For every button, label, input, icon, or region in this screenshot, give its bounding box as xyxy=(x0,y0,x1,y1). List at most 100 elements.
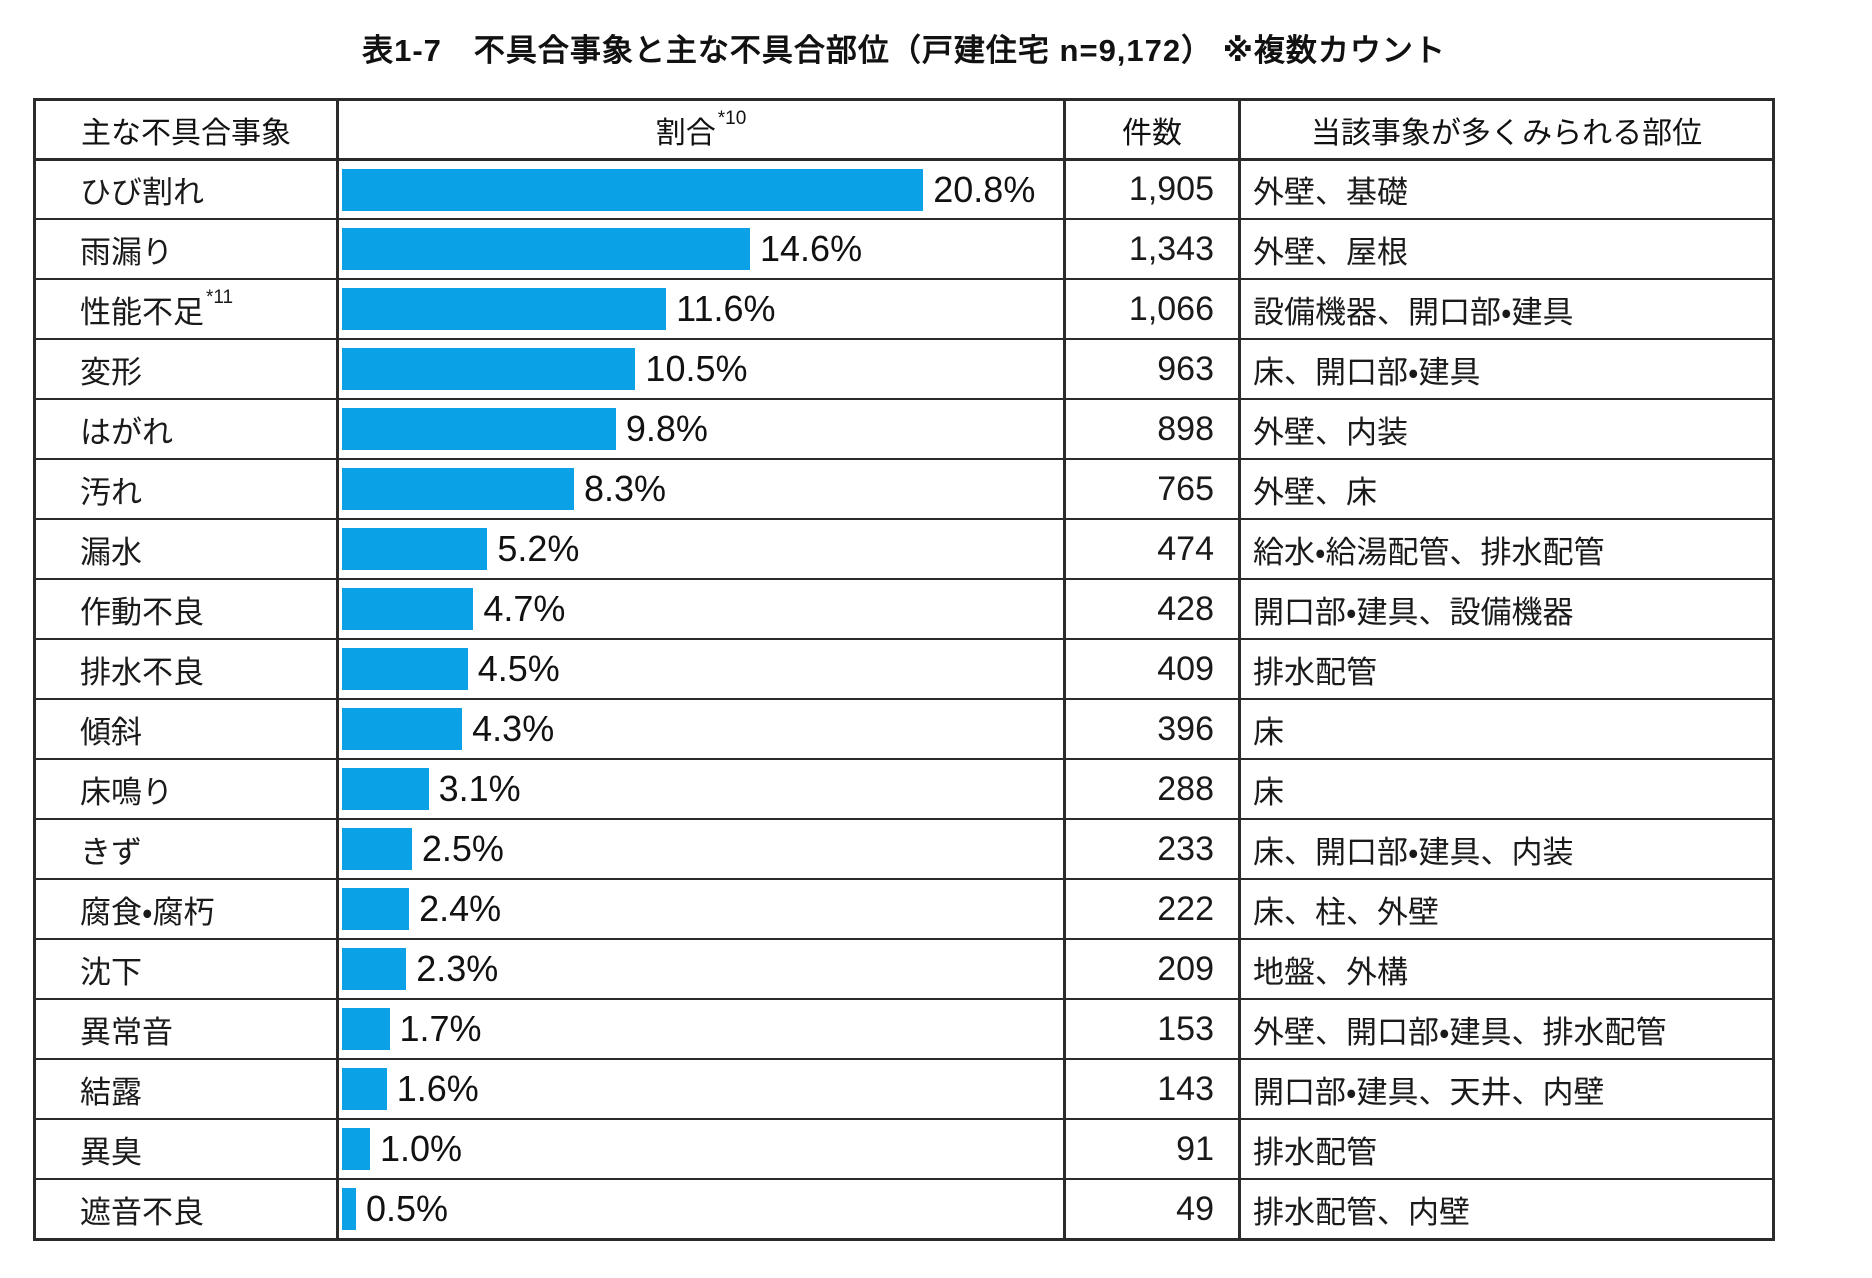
ratio-bar-cell: 3.1% xyxy=(336,760,1063,818)
ratio-bar xyxy=(342,708,463,750)
ratio-bar xyxy=(342,1008,390,1050)
count-cell: 1,905 xyxy=(1063,161,1238,218)
parts-cell: 開口部・建具、設備機器 xyxy=(1238,580,1772,638)
count-cell: 49 xyxy=(1063,1180,1238,1238)
parts-value: 開口部・建具、設備機器 xyxy=(1253,594,1574,630)
ratio-bar xyxy=(342,588,474,630)
ratio-value-label: 4.3% xyxy=(472,708,555,749)
header-event-label: 主な不具合事象 xyxy=(81,116,291,150)
table-row: 傾斜 4.3% 396 床 xyxy=(36,698,1772,758)
ratio-bar xyxy=(342,468,574,510)
defect-name: ひび割れ xyxy=(80,175,204,210)
table-row: きず 2.5% 233 床、開口部・建具、内装 xyxy=(36,818,1772,878)
parts-cell: 床 xyxy=(1238,760,1772,818)
table-row: はがれ 9.8% 898 外壁、内装 xyxy=(36,398,1772,458)
ratio-value-label: 5.2% xyxy=(497,528,580,569)
ratio-bar-cell: 5.2% xyxy=(336,520,1063,578)
defect-name-cell: 漏水 xyxy=(36,520,336,578)
parts-value: 排水配管 xyxy=(1253,654,1377,690)
count-cell: 428 xyxy=(1063,580,1238,638)
ratio-bar xyxy=(342,288,667,330)
table-row: 変形 10.5% 963 床、開口部・建具 xyxy=(36,338,1772,398)
ratio-bar xyxy=(342,1068,387,1110)
table-row: 汚れ 8.3% 765 外壁、床 xyxy=(36,458,1772,518)
ratio-bar-cell: 9.8% xyxy=(336,400,1063,458)
parts-cell: 床、開口部・建具 xyxy=(1238,340,1772,398)
ratio-bar xyxy=(342,168,924,211)
parts-cell: 外壁、屋根 xyxy=(1238,220,1772,278)
count-value: 1,066 xyxy=(1128,289,1214,328)
table-row: 漏水 5.2% 474 給水・給湯配管、排水配管 xyxy=(36,518,1772,578)
parts-value: 給水・給湯配管、排水配管 xyxy=(1253,534,1605,570)
ratio-bar-cell: 1.7% xyxy=(336,1000,1063,1058)
ratio-value-label: 2.4% xyxy=(419,888,502,929)
parts-value: 外壁、開口部・建具、排水配管 xyxy=(1253,1014,1667,1050)
ratio-value-label: 20.8% xyxy=(933,168,1036,210)
ratio-bar xyxy=(342,648,468,690)
count-value: 49 xyxy=(1176,1189,1214,1228)
count-value: 222 xyxy=(1157,889,1214,928)
table-row: 異常音 1.7% 153 外壁、開口部・建具、排水配管 xyxy=(36,998,1772,1058)
table-row: 結露 1.6% 143 開口部・建具、天井、内壁 xyxy=(36,1058,1772,1118)
ratio-value-label: 14.6% xyxy=(760,228,863,269)
table-title: 表1-7 不具合事象と主な不具合部位（戸建住宅 n=9,172） ※複数カウント xyxy=(362,33,1446,68)
header-event-column: 主な不具合事象 xyxy=(36,101,336,158)
parts-value: 排水配管、内壁 xyxy=(1253,1194,1470,1230)
header-parts-label: 当該事象が多くみられる部位 xyxy=(1310,116,1703,150)
defect-name: 遮音不良 xyxy=(80,1194,204,1230)
header-ratio-footnote-mark: *10 xyxy=(717,107,747,129)
parts-cell: 開口部・建具、天井、内壁 xyxy=(1238,1060,1772,1118)
count-value: 1,343 xyxy=(1128,229,1214,268)
ratio-bar-cell: 4.3% xyxy=(336,700,1063,758)
count-cell: 898 xyxy=(1063,400,1238,458)
parts-cell: 排水配管、内壁 xyxy=(1238,1180,1772,1238)
ratio-bar xyxy=(342,828,412,870)
defect-table: 主な不具合事象 割合 *10 件数 当該事象が多くみられる部位 ひび割れ 20.8… xyxy=(33,98,1775,1241)
header-count-column: 件数 xyxy=(1063,101,1238,158)
parts-value: 外壁、内装 xyxy=(1253,414,1408,450)
defect-name-cell: ひび割れ xyxy=(36,161,336,218)
ratio-value-label: 1.6% xyxy=(396,1068,479,1109)
parts-value: 開口部・建具、天井、内壁 xyxy=(1253,1074,1605,1110)
count-value: 233 xyxy=(1157,829,1214,868)
parts-cell: 床、柱、外壁 xyxy=(1238,880,1772,938)
count-cell: 143 xyxy=(1063,1060,1238,1118)
ratio-bar-cell: 2.5% xyxy=(336,820,1063,878)
ratio-bar-cell: 0.5% xyxy=(336,1180,1063,1238)
ratio-bar xyxy=(342,768,429,810)
header-parts-column: 当該事象が多くみられる部位 xyxy=(1238,101,1772,158)
parts-cell: 床 xyxy=(1238,700,1772,758)
count-value: 428 xyxy=(1157,589,1214,628)
defect-name-cell: 傾斜 xyxy=(36,700,336,758)
defect-name-cell: はがれ xyxy=(36,400,336,458)
parts-value: 床、柱、外壁 xyxy=(1253,894,1439,930)
defect-name: 床鳴り xyxy=(80,774,173,810)
count-value: 474 xyxy=(1157,529,1214,568)
table-row: 異臭 1.0% 91 排水配管 xyxy=(36,1118,1772,1178)
header-ratio-label: 割合 xyxy=(655,116,716,150)
defect-name: 性能不足 xyxy=(80,294,204,330)
parts-cell: 外壁、床 xyxy=(1238,460,1772,518)
ratio-bar-cell: 4.5% xyxy=(336,640,1063,698)
parts-value: 外壁、屋根 xyxy=(1253,234,1408,270)
count-cell: 288 xyxy=(1063,760,1238,818)
ratio-value-label: 1.7% xyxy=(399,1008,482,1049)
parts-cell: 外壁、開口部・建具、排水配管 xyxy=(1238,1000,1772,1058)
table-row: 沈下 2.3% 209 地盤、外構 xyxy=(36,938,1772,998)
count-value: 153 xyxy=(1157,1009,1214,1048)
defect-name-cell: 排水不良 xyxy=(36,640,336,698)
defect-name-cell: きず xyxy=(36,820,336,878)
defect-name: はがれ xyxy=(80,414,173,450)
count-cell: 233 xyxy=(1063,820,1238,878)
defect-name-cell: 作動不良 xyxy=(36,580,336,638)
defect-name-cell: 異常音 xyxy=(36,1000,336,1058)
ratio-value-label: 9.8% xyxy=(625,408,708,449)
count-value: 765 xyxy=(1157,469,1214,508)
defect-name-cell: 雨漏り xyxy=(36,220,336,278)
header-ratio-column: 割合 *10 xyxy=(336,101,1063,158)
ratio-bar xyxy=(342,1128,370,1170)
count-value: 409 xyxy=(1157,649,1214,688)
count-cell: 409 xyxy=(1063,640,1238,698)
parts-value: 床 xyxy=(1253,774,1284,810)
parts-value: 外壁、基礎 xyxy=(1253,175,1408,210)
